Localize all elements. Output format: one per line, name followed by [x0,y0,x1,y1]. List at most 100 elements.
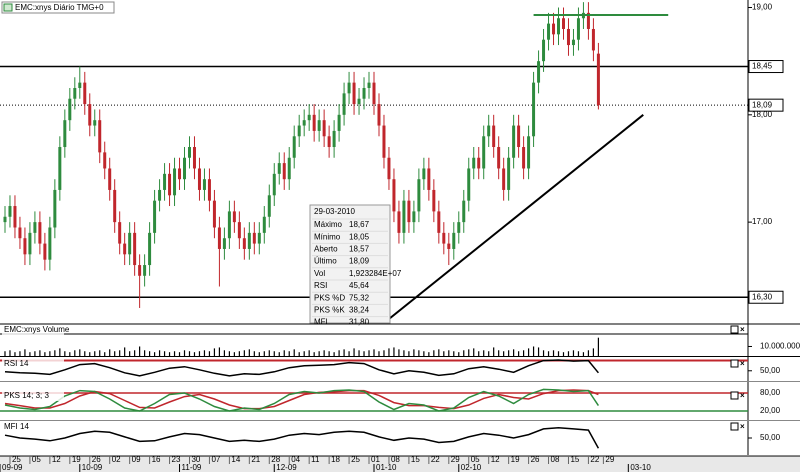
candle-body [462,200,466,223]
x-tick-label: 14 [231,455,240,464]
volume-bar [248,349,250,356]
tooltip-label: Último [314,257,337,266]
candle-body [362,87,366,99]
tooltip-value: 1,923284E+07 [349,269,402,278]
x-tick-label: 05 [471,455,480,464]
candle-body [527,136,531,169]
candle-body [28,232,32,255]
volume-bar [243,350,245,356]
volume-bar [418,350,420,356]
x-tick-label: 09 [132,455,141,464]
candle-body [307,114,311,121]
x-tick-label: 29 [451,455,460,464]
volume-bar [283,350,285,356]
x-tick-label: 08 [391,455,400,464]
panel-restore[interactable] [730,391,739,400]
candle-body [118,222,122,244]
candle-body [432,189,436,212]
candle-body [522,147,526,169]
panel-title: EMC:xnys Volume [4,325,70,334]
candle-body [417,179,421,212]
volume-bar [109,349,111,356]
volume-bar [438,349,440,356]
y-tick-label: 50,00 [760,433,781,442]
candle-body [532,82,536,137]
candle-body [477,157,481,169]
volume-bar [338,350,340,356]
tooltip-label: Mínimo [314,232,341,241]
candle-body [586,12,590,29]
candle-body [517,125,521,148]
volume-bar [587,350,590,356]
candle-body [227,211,231,239]
volume-bar [363,351,365,356]
volume-bar [9,350,11,356]
volume-bar [14,352,16,356]
panel-restore[interactable] [730,325,739,334]
volume-bar [149,351,151,356]
volume-bar [498,350,500,356]
volume-bar [547,351,550,356]
x-tick-label: 16 [152,455,161,464]
volume-bar [213,348,216,356]
candle-body [148,232,152,266]
candle-body [192,147,196,169]
volume-bar [119,350,121,356]
candle-body [297,125,301,137]
candle-body [187,147,191,158]
candle-body [377,104,381,126]
volume-bar [557,351,560,356]
candle-body [392,179,396,212]
volume-bar [368,350,370,356]
panel-close[interactable]: × [740,325,745,334]
tooltip-label: Vol [314,269,325,278]
candle-body [571,39,575,46]
volume-bar [448,350,450,356]
volume-bar [193,352,196,356]
panel-close[interactable]: × [740,422,745,431]
volume-bar [114,351,116,356]
candle-body [287,157,291,180]
candle-body [512,125,516,158]
volume-bar [139,346,141,356]
volume-bar [532,346,535,356]
tooltip-value: 18,57 [349,245,370,254]
volume-bar [253,351,255,356]
volume-bar [34,351,36,356]
candle-body [242,238,246,249]
candle-body [342,93,346,115]
volume-bar [293,349,295,356]
x-tick-label: 12 [491,455,500,464]
x-tick-label: 26 [531,455,540,464]
panel-title-bg [2,359,64,369]
volume-bar [238,351,240,356]
volume-bar [134,350,136,356]
volume-bar [218,347,221,356]
panel-close[interactable]: × [740,359,745,368]
volume-bar [173,351,176,356]
volume-bar [49,351,51,356]
volume-bar [124,347,126,356]
panel-title: PKS 14; 3; 3 [4,391,49,400]
volume-bar [597,337,599,356]
panel-restore[interactable] [730,422,739,431]
volume-bar [198,351,201,356]
candle-body [262,216,266,233]
indicator-line [4,359,599,377]
candle-body [252,232,256,244]
volume-bar [74,350,76,356]
volume-bar [273,351,275,356]
tooltip-label: PKS %K [314,306,345,315]
candle-body [322,120,326,137]
x-tick-label: 19 [72,455,81,464]
x-tick-label: 12 [52,455,61,464]
candle-body [78,82,82,88]
candle-body [168,173,172,196]
panel-restore[interactable] [730,359,739,368]
volume-bar [163,351,166,356]
candle-body [457,222,461,233]
panel-close[interactable]: × [740,391,745,400]
y-tick-label: 20,00 [760,406,781,415]
x-tick-label: 29 [605,455,614,464]
volume-bar [64,351,66,356]
